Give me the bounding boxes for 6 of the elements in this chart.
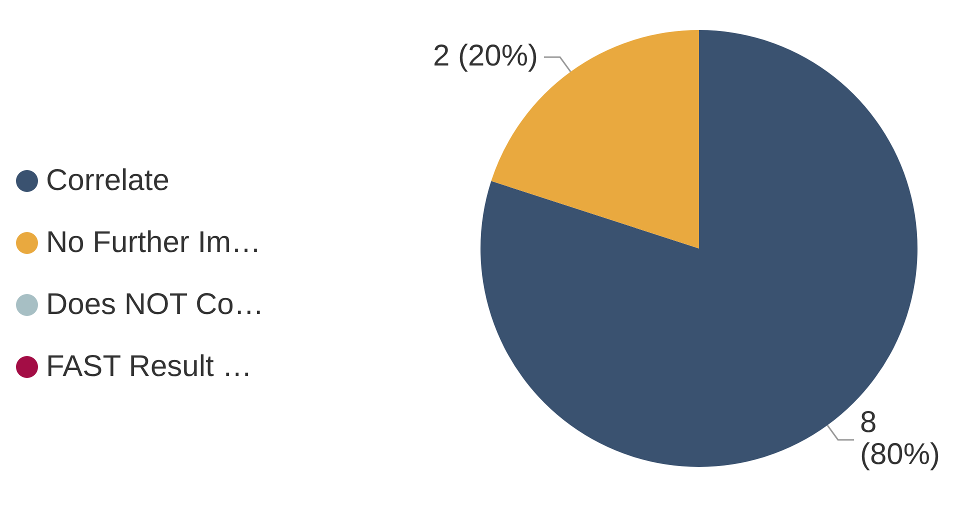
data-label: 8 (80%) — [860, 406, 940, 472]
data-label: 2 (20%) — [432, 39, 538, 72]
legend-label: Does NOT Co… — [46, 288, 264, 322]
legend-label: No Further Im… — [46, 226, 262, 260]
legend-label: FAST Result … — [46, 350, 252, 384]
legend-label: Correlate — [46, 164, 170, 198]
